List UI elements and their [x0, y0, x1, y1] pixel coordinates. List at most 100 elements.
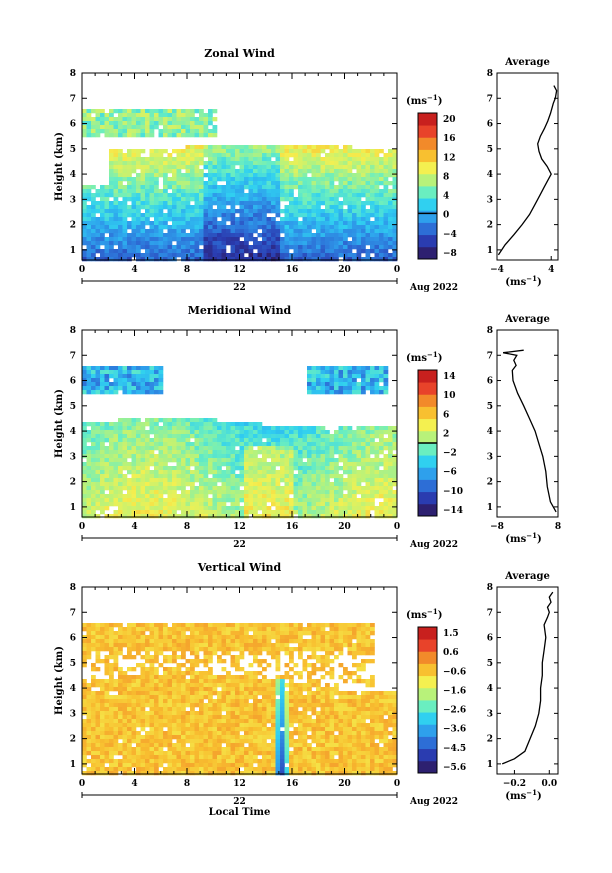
- profile-x-tick-label: −0.2: [503, 779, 526, 789]
- profile-frame: [496, 72, 559, 261]
- colorbar-tick-label: −4: [443, 230, 457, 240]
- profile-y-tick-label: 8: [487, 326, 493, 336]
- profile-line: [497, 85, 558, 256]
- y-tick-label: 3: [70, 195, 76, 205]
- profile-unit-close: ): [537, 534, 542, 545]
- date-month-label: Aug 2022: [409, 283, 458, 293]
- profile-y-tick-label: 5: [487, 145, 493, 155]
- x-tick-label: 16: [286, 779, 299, 789]
- profile-y-tick-label: 3: [487, 709, 493, 719]
- colorbar-segment: [418, 430, 437, 444]
- profile-y-tick-label: 4: [487, 684, 493, 694]
- colorbar-segment: [418, 443, 437, 456]
- profile-frame: [496, 329, 559, 518]
- profile-y-tick-label: 3: [487, 195, 493, 205]
- profile-x-tick-label: −8: [490, 522, 504, 532]
- profile-y-tick-label: 1: [487, 246, 493, 256]
- x-tick-label: 4: [131, 779, 137, 789]
- colorbar-tick-label: 8: [443, 172, 449, 182]
- x-tick-label: 0: [79, 779, 85, 789]
- unit-close: ): [438, 610, 443, 621]
- unit-exponent: −1: [427, 350, 438, 359]
- y-tick-label: 4: [70, 684, 76, 694]
- y-tick-label: 3: [70, 709, 76, 719]
- profile-y-tick-label: 4: [487, 427, 493, 437]
- profile-y-tick-label: 5: [487, 402, 493, 412]
- profile-x-tick-label: 0.0: [541, 779, 557, 789]
- colorbar-unit-label: (ms−1): [406, 350, 442, 364]
- colorbar-tick-label: 6: [443, 410, 449, 420]
- profile-y-tick-label: 8: [487, 583, 493, 593]
- colorbar: 14 10 6 2 −2 −6 −10 −14: [417, 369, 463, 517]
- colorbar-tick-label: −6: [443, 468, 457, 478]
- y-tick-label: 1: [70, 760, 76, 770]
- x-tick-label: 0: [394, 522, 400, 532]
- colorbar-tick-label: −10: [443, 487, 463, 497]
- profile-unit-exponent: −1: [526, 274, 537, 283]
- y-tick-label: 4: [70, 427, 76, 437]
- profile-panel: Average 1 2 3 4 5 6 7 8 −4 4 (ms−1): [487, 57, 559, 288]
- x-tick-label: 8: [184, 522, 190, 532]
- date-day-label: 22: [233, 797, 246, 807]
- colorbar-tick-label: −3.6: [443, 725, 466, 735]
- profile-x-tick-label: 4: [548, 265, 554, 275]
- panel-title: Zonal Wind: [204, 47, 275, 60]
- colorbar-segment: [418, 370, 437, 383]
- y-tick-label: 6: [70, 377, 76, 387]
- y-tick-label: 8: [70, 326, 76, 336]
- colorbar-segment: [418, 455, 437, 468]
- profile-y-tick-label: 1: [487, 503, 493, 513]
- x-axis-label: Local Time: [209, 807, 271, 818]
- profile-unit-base: (ms: [505, 277, 526, 288]
- colorbar-segment: [418, 736, 437, 750]
- colorbar-segment: [418, 760, 437, 774]
- colorbar-segment: [418, 246, 437, 260]
- x-tick-label: 20: [338, 522, 351, 532]
- unit-exponent: −1: [427, 607, 438, 616]
- panel-title: Vertical Wind: [197, 561, 282, 574]
- colorbar-segment: [418, 222, 437, 236]
- profile-unit-base: (ms: [505, 534, 526, 545]
- profile-y-tick-label: 6: [487, 120, 493, 130]
- y-tick-label: 8: [70, 583, 76, 593]
- colorbar-segment: [418, 173, 437, 187]
- y-tick-label: 5: [70, 659, 76, 669]
- colorbar-tick-label: 2: [443, 429, 449, 439]
- x-tick-label: 4: [131, 522, 137, 532]
- profile-line: [502, 349, 557, 513]
- unit-base: (ms: [406, 610, 427, 621]
- profile-x-label: (ms−1): [505, 531, 541, 545]
- x-tick-label: 0: [394, 779, 400, 789]
- colorbar-segment: [418, 748, 437, 762]
- profile-title: Average: [504, 314, 550, 325]
- colorbar-segment: [418, 125, 437, 138]
- colorbar-segment: [418, 418, 437, 432]
- profile-x-label: (ms−1): [505, 788, 541, 802]
- x-tick-label: 8: [184, 779, 190, 789]
- colorbar-tick-label: −2.6: [443, 706, 466, 716]
- heatmap-field: [82, 366, 398, 519]
- y-tick-label: 1: [70, 503, 76, 513]
- colorbar-tick-label: −5.6: [443, 763, 466, 773]
- colorbar-frame: [417, 112, 438, 260]
- x-tick-label: 12: [233, 522, 246, 532]
- colorbar-segment: [418, 394, 437, 407]
- unit-close: ): [438, 96, 443, 107]
- profile-y-tick-label: 3: [487, 452, 493, 462]
- unit-base: (ms: [406, 96, 427, 107]
- colorbar-tick-label: 14: [443, 372, 456, 382]
- colorbar-segment: [418, 161, 437, 175]
- colorbar-tick-label: −1.6: [443, 686, 466, 696]
- profile-panel: Average 1 2 3 4 5 6 7 8 −8 8 (ms−1): [487, 314, 561, 545]
- colorbar-segment: [418, 382, 437, 395]
- unit-exponent: −1: [427, 93, 438, 102]
- heatmap-field: [82, 623, 398, 776]
- colorbar: 1.5 0.6 −0.6 −1.6 −2.6 −3.6 −4.5 −5.6: [417, 626, 466, 774]
- profile-y-tick-label: 6: [487, 634, 493, 644]
- profile-x-tick-label: 8: [555, 522, 561, 532]
- y-tick-label: 2: [70, 221, 76, 231]
- colorbar-unit-label: (ms−1): [406, 607, 442, 621]
- date-day-label: 22: [233, 540, 246, 550]
